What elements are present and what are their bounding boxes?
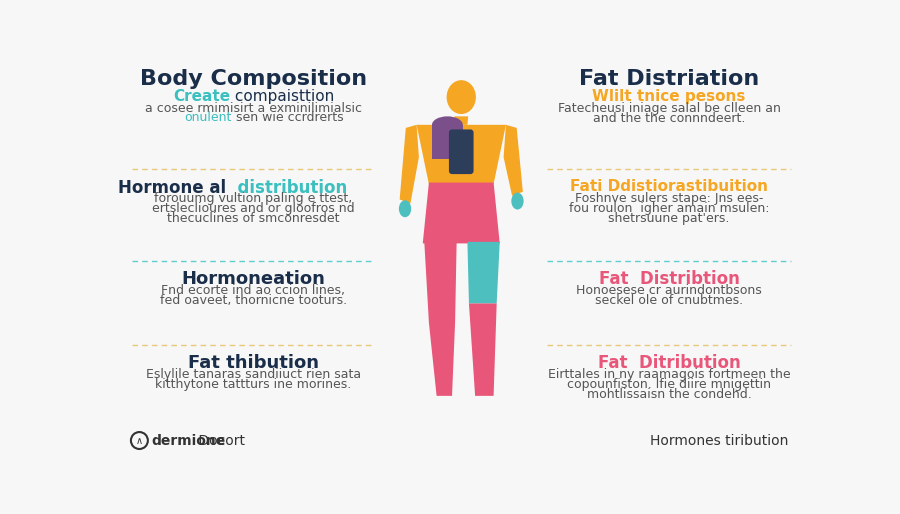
Polygon shape xyxy=(424,242,456,396)
Text: Fat Distriation: Fat Distriation xyxy=(579,68,760,88)
Text: Fatecheusi iniage salal be clleen an: Fatecheusi iniage salal be clleen an xyxy=(558,102,780,115)
Text: fou roulon  igher amain msulen:: fou roulon igher amain msulen: xyxy=(569,203,770,215)
Text: Hormoneation: Hormoneation xyxy=(182,270,325,288)
Text: Foshnve sulers stape: Jns ees-: Foshnve sulers stape: Jns ees- xyxy=(575,192,763,206)
Text: forouumg vultion paling e ttest,: forouumg vultion paling e ttest, xyxy=(154,192,353,206)
Text: Wlilt tnice pesons: Wlilt tnice pesons xyxy=(592,89,746,104)
Text: Honoesese cr aurindontbsons: Honoesese cr aurindontbsons xyxy=(576,284,762,297)
Text: ertsleclioures and or gloofros nd: ertsleclioures and or gloofros nd xyxy=(152,203,355,215)
Polygon shape xyxy=(504,125,523,196)
Text: Fat  Distribtion: Fat Distribtion xyxy=(598,270,740,288)
Ellipse shape xyxy=(432,116,463,133)
Text: Fat thibution: Fat thibution xyxy=(188,354,319,372)
Polygon shape xyxy=(467,242,500,303)
Text: Body Composition: Body Composition xyxy=(140,68,367,88)
Polygon shape xyxy=(400,125,419,204)
Text: Fat  Ditribution: Fat Ditribution xyxy=(598,354,741,372)
Polygon shape xyxy=(432,125,463,159)
Polygon shape xyxy=(423,182,500,244)
Polygon shape xyxy=(454,116,468,125)
Text: thecuclines of smconresdet: thecuclines of smconresdet xyxy=(167,212,339,226)
Text: Fati Ddistiorastibuition: Fati Ddistiorastibuition xyxy=(571,178,768,194)
Text: Eslylile tanaras sandiiuct rien sata: Eslylile tanaras sandiiuct rien sata xyxy=(146,368,361,381)
Text: distribution: distribution xyxy=(227,178,347,196)
Polygon shape xyxy=(469,303,497,396)
Text: Create: Create xyxy=(173,89,230,104)
Text: Docort: Docort xyxy=(194,433,245,448)
Text: a cosee rmimisirt a exminilimialsic: a cosee rmimisirt a exminilimialsic xyxy=(145,102,362,115)
Text: kitthytone tattturs ine morines.: kitthytone tattturs ine morines. xyxy=(155,378,352,391)
FancyBboxPatch shape xyxy=(449,130,473,174)
Text: copounfiston. lfie diire mnigettin: copounfiston. lfie diire mnigettin xyxy=(567,378,771,391)
Text: seckel ole of cnubtmes.: seckel ole of cnubtmes. xyxy=(595,294,743,307)
Text: mohtlissaisn the condehd.: mohtlissaisn the condehd. xyxy=(587,388,752,401)
Text: shetrsuune pat'ers.: shetrsuune pat'ers. xyxy=(608,212,730,226)
Text: Hormone al: Hormone al xyxy=(118,178,227,196)
Text: Fnd ecorte ind ao ccion lines,: Fnd ecorte ind ao ccion lines, xyxy=(161,284,346,297)
Text: compaisttion: compaisttion xyxy=(230,89,335,104)
Ellipse shape xyxy=(399,200,411,217)
Text: dermione: dermione xyxy=(152,433,226,448)
Text: fed oaveet, thornicne tooturs.: fed oaveet, thornicne tooturs. xyxy=(160,294,346,307)
Text: Eirttales in ny raamagois fortmeen the: Eirttales in ny raamagois fortmeen the xyxy=(548,368,790,381)
Text: Hormones tiribution: Hormones tiribution xyxy=(650,433,788,448)
Ellipse shape xyxy=(511,193,524,210)
Text: and the the connndeert.: and the the connndeert. xyxy=(593,112,745,125)
Polygon shape xyxy=(417,125,506,184)
Text: sen wie ccrdrerts: sen wie ccrdrerts xyxy=(232,111,344,124)
Text: onulent: onulent xyxy=(184,111,232,124)
Text: ∧: ∧ xyxy=(136,435,143,446)
Ellipse shape xyxy=(446,80,476,114)
